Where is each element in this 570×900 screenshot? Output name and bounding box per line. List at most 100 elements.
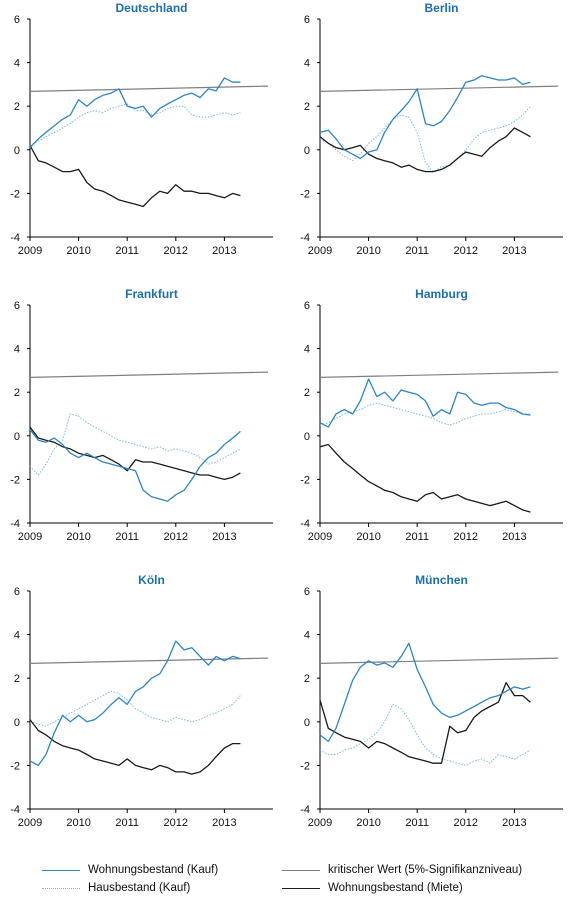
y-tick-label: 2 [304,101,310,113]
x-tick-label: 2012 [164,531,188,543]
series-line-kritisch [319,371,559,378]
y-tick-label: 0 [304,717,310,729]
x-tick-label: 2009 [308,817,332,829]
y-tick-label: 0 [304,431,310,443]
series-line-kritisch [29,657,269,664]
y-tick-label: 6 [304,14,310,26]
series-line-wohnung-kauf [29,428,241,502]
series-line-haus-kauf [319,703,531,766]
series-line-haus-kauf [29,690,241,727]
legend-label-kritisch: kritischer Wert (5%-Signifikanzniveau) [328,864,523,876]
series-line-kritisch [319,657,559,664]
y-tick-label: -2 [10,188,20,200]
series-line-wohnung-miete [29,719,241,775]
y-tick-label: 4 [304,58,310,70]
series-line-kritisch [319,85,559,92]
chart-title: München [415,573,468,587]
x-tick-label: 2011 [115,245,139,257]
series-line-wohnung-kauf [29,640,241,767]
x-tick-label: 2012 [454,245,478,257]
x-tick-label: 2010 [356,531,380,543]
x-tick-label: 2009 [18,817,42,829]
series-line-wohnung-miete [319,681,531,764]
x-tick-label: 2013 [212,531,236,543]
series-line-wohnung-miete [319,127,531,173]
y-tick-label: 6 [304,586,310,598]
y-tick-label: 4 [14,58,20,70]
x-tick-label: 2010 [66,531,90,543]
chart-panel-deutschland: Deutschland -4 -2 0 2 4 6 2009 2010 2011 2012 2013 [10,1,273,257]
chart-title: Deutschland [115,1,187,15]
y-tick-label: 0 [14,145,20,157]
series-line-haus-kauf [319,105,531,173]
x-tick-label: 2009 [308,245,332,257]
y-tick-label: -4 [300,232,310,244]
y-tick-label: 2 [14,673,20,685]
chart-title: Frankfurt [125,287,178,301]
y-tick-label: 2 [304,387,310,399]
y-tick-label: 0 [14,717,20,729]
x-tick-label: 2010 [356,817,380,829]
y-tick-label: -2 [10,474,20,486]
chart-legend: Wohnungsbestand (Kauf) Hausbestand (Kauf… [42,862,562,898]
y-tick-label: -2 [300,474,310,486]
y-tick-label: -4 [10,804,20,816]
y-tick-label: 0 [304,145,310,157]
chart-panel-berlin: Berlin -4 -2 0 2 4 6 2009 2010 2011 2012 2013 [300,1,563,257]
y-tick-label: -4 [300,518,310,530]
legend-item-kritisch: kritischer Wert (5%-Signifikanzniveau) [282,864,522,876]
legend-swatch-wohnung-kauf [42,869,80,871]
chart-panel-frankfurt: Frankfurt -4 -2 0 2 4 6 2009 2010 2011 2012 2013 [10,287,273,543]
x-tick-label: 2010 [66,245,90,257]
chart-panel-koeln: Köln -4 -2 0 2 4 6 2009 2010 2011 2012 2013 [10,573,273,829]
x-tick-label: 2012 [164,817,188,829]
chart-panel-hamburg: Hamburg -4 -2 0 2 4 6 2009 2010 2011 2012 2013 [300,287,563,543]
legend-label-wohnung-kauf: Wohnungsbestand (Kauf) [88,864,219,876]
chart-title: Berlin [424,1,458,15]
y-tick-label: -2 [300,760,310,772]
y-tick-label: 0 [14,431,20,443]
x-tick-label: 2012 [454,531,478,543]
y-tick-label: 6 [304,300,310,312]
series-line-wohnung-kauf [319,642,531,743]
y-tick-label: 2 [14,387,20,399]
x-tick-label: 2013 [502,245,526,257]
legend-item-wohnung-kauf: Wohnungsbestand (Kauf) [42,864,218,876]
y-tick-label: 6 [14,14,20,26]
series-line-wohnung-kauf [29,77,241,149]
y-tick-label: 2 [304,673,310,685]
x-tick-label: 2011 [405,245,429,257]
series-line-wohnung-miete [29,145,241,208]
y-tick-label: 4 [304,630,310,642]
x-tick-label: 2011 [405,817,429,829]
x-tick-label: 2010 [66,817,90,829]
series-line-haus-kauf [319,402,531,426]
y-tick-label: -4 [300,804,310,816]
x-tick-label: 2009 [308,531,332,543]
y-tick-label: 4 [304,344,310,356]
x-tick-label: 2009 [18,245,42,257]
y-tick-label: -2 [10,760,20,772]
y-tick-label: -4 [10,518,20,530]
y-tick-label: 6 [14,300,20,312]
legend-label-haus-kauf: Hausbestand (Kauf) [88,882,191,894]
series-line-kritisch [29,371,269,378]
y-tick-label: 4 [14,344,20,356]
y-tick-label: 6 [14,586,20,598]
series-line-wohnung-miete [319,443,531,513]
x-tick-label: 2012 [454,817,478,829]
series-line-wohnung-kauf [319,378,531,428]
legend-item-haus-kauf: Hausbestand (Kauf) [42,882,190,894]
y-tick-label: -4 [10,232,20,244]
x-tick-label: 2010 [356,245,380,257]
y-tick-label: 2 [14,101,20,113]
series-line-haus-kauf [29,413,241,476]
series-line-haus-kauf [29,103,241,146]
legend-swatch-haus-kauf [42,887,80,889]
x-tick-label: 2011 [405,531,429,543]
x-tick-label: 2013 [212,245,236,257]
legend-swatch-wohnung-miete [282,887,320,889]
legend-item-wohnung-miete: Wohnungsbestand (Miete) [282,882,463,894]
x-tick-label: 2009 [18,531,42,543]
x-tick-label: 2013 [502,531,526,543]
